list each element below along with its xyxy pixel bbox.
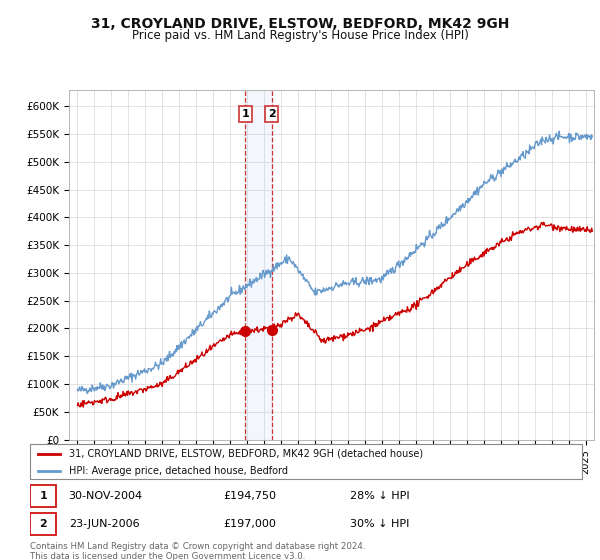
- Text: 30% ↓ HPI: 30% ↓ HPI: [350, 520, 410, 529]
- Text: 1: 1: [242, 109, 250, 119]
- Text: 1: 1: [40, 491, 47, 501]
- Text: 28% ↓ HPI: 28% ↓ HPI: [350, 491, 410, 501]
- Text: Price paid vs. HM Land Registry's House Price Index (HPI): Price paid vs. HM Land Registry's House …: [131, 29, 469, 42]
- Text: 23-JUN-2006: 23-JUN-2006: [68, 520, 139, 529]
- Bar: [30, 485, 56, 507]
- Text: 31, CROYLAND DRIVE, ELSTOW, BEDFORD, MK42 9GH: 31, CROYLAND DRIVE, ELSTOW, BEDFORD, MK4…: [91, 17, 509, 31]
- Text: £194,750: £194,750: [223, 491, 276, 501]
- Text: HPI: Average price, detached house, Bedford: HPI: Average price, detached house, Bedf…: [68, 466, 287, 476]
- Text: 2: 2: [40, 520, 47, 529]
- Text: 2: 2: [268, 109, 275, 119]
- Text: £197,000: £197,000: [223, 520, 276, 529]
- Bar: [245, 90, 272, 440]
- Text: 31, CROYLAND DRIVE, ELSTOW, BEDFORD, MK42 9GH (detached house): 31, CROYLAND DRIVE, ELSTOW, BEDFORD, MK4…: [68, 449, 423, 459]
- Bar: [30, 514, 56, 535]
- Text: 30-NOV-2004: 30-NOV-2004: [68, 491, 143, 501]
- Text: Contains HM Land Registry data © Crown copyright and database right 2024.
This d: Contains HM Land Registry data © Crown c…: [30, 542, 365, 560]
